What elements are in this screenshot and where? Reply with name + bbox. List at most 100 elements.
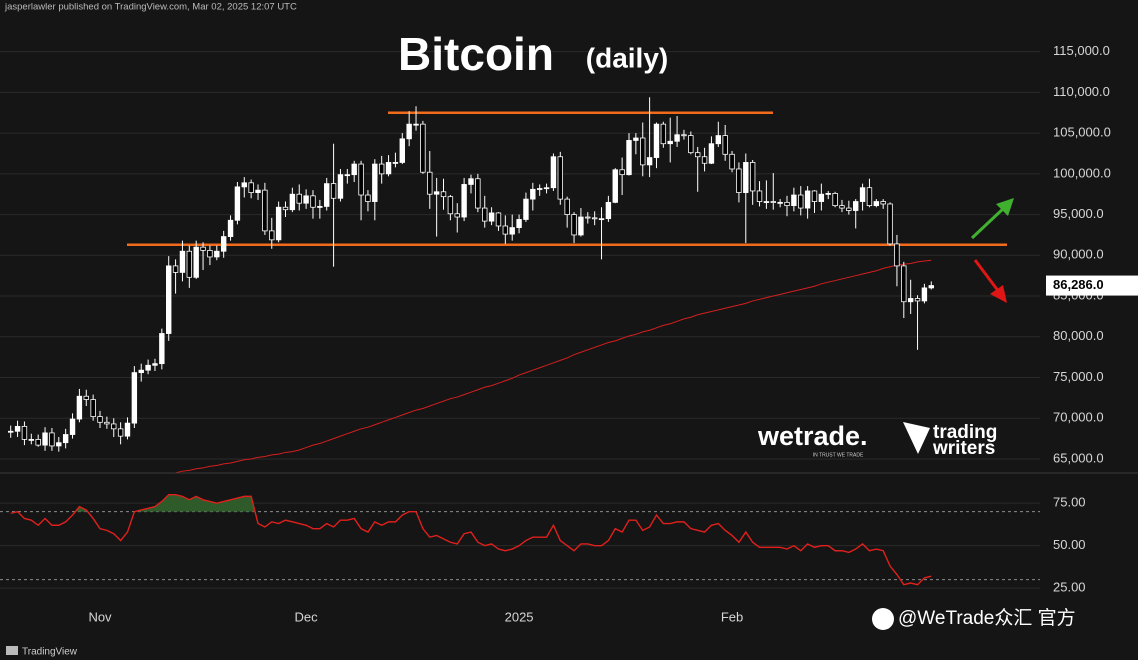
- candle-body: [399, 138, 405, 163]
- candle-body: [248, 182, 254, 193]
- brand-watermark: wetrade.: [757, 421, 868, 451]
- writers-watermark-2: writers: [932, 438, 995, 459]
- candle-body: [667, 140, 673, 145]
- candle-body: [866, 187, 873, 207]
- candle-body: [83, 395, 89, 400]
- candle-body: [227, 219, 234, 237]
- candle-body: [811, 190, 818, 202]
- candle-body: [749, 162, 756, 192]
- candle-body: [591, 217, 598, 220]
- y-tick-label: 75,000.0: [1053, 369, 1104, 384]
- candle-body: [468, 178, 474, 185]
- candle-body: [124, 422, 131, 437]
- candle-body: [509, 227, 515, 235]
- candle-body: [152, 363, 158, 366]
- y-tick-label: 95,000.0: [1053, 206, 1104, 221]
- candle-body: [214, 250, 220, 258]
- candle-body: [269, 230, 275, 241]
- candle-body: [536, 188, 543, 190]
- candle-body: [777, 201, 783, 204]
- candle-body: [90, 399, 96, 418]
- candle-body: [344, 174, 351, 177]
- candle-body: [770, 201, 776, 203]
- candle-body: [296, 193, 302, 204]
- rsi-line: [10, 493, 932, 586]
- candle-body: [523, 198, 529, 220]
- candle-body: [825, 193, 831, 195]
- candle-body: [475, 178, 481, 209]
- candle-body: [179, 250, 186, 273]
- candle-body: [193, 246, 199, 278]
- candle-body: [585, 216, 591, 219]
- candle-body: [406, 123, 412, 140]
- candle-body: [798, 194, 804, 209]
- candle-body: [928, 285, 934, 289]
- candle-body: [921, 287, 928, 302]
- red-arrow: [973, 259, 1007, 303]
- chart-title: Bitcoin: [398, 28, 554, 80]
- candle-body: [138, 369, 144, 374]
- candle-body: [420, 123, 426, 173]
- chart-subtitle: (daily): [586, 42, 668, 73]
- candle-body: [887, 203, 893, 245]
- candle-body: [482, 207, 488, 222]
- x-tick-label: 2025: [505, 609, 534, 624]
- candle-body: [186, 250, 193, 278]
- candle-body: [310, 195, 316, 208]
- candle-body: [166, 265, 172, 334]
- facebook-icon: [872, 608, 894, 630]
- candle-body: [207, 250, 213, 258]
- candle-body: [804, 190, 811, 209]
- candle-body: [461, 184, 467, 218]
- candle-body: [674, 134, 680, 142]
- candle-body: [56, 442, 62, 447]
- y-tick-label: 75.00: [1053, 495, 1086, 510]
- last-price-label: 86,286.0: [1053, 277, 1104, 292]
- candle-body: [736, 168, 742, 193]
- candle-body: [743, 162, 749, 193]
- candle-body: [372, 163, 378, 202]
- candle-body: [42, 432, 48, 446]
- candle-body: [626, 140, 632, 176]
- y-tick-label: 65,000.0: [1053, 450, 1104, 465]
- candle-body: [715, 135, 722, 145]
- candle-body: [69, 418, 76, 435]
- candle-body: [846, 207, 852, 211]
- candle-body: [688, 135, 694, 154]
- candle-body: [413, 123, 419, 126]
- candle-body: [433, 191, 440, 195]
- candle-body: [317, 206, 323, 208]
- candle-body: [14, 425, 21, 432]
- candle-body: [330, 183, 337, 199]
- candle-body: [873, 201, 880, 207]
- green-arrow: [970, 198, 1014, 240]
- candle-body: [605, 201, 612, 220]
- x-tick-label: Feb: [721, 609, 743, 624]
- candle-body: [303, 195, 309, 204]
- moving-average-line: [175, 259, 932, 474]
- candle-body: [880, 201, 886, 205]
- candle-body: [21, 425, 28, 440]
- candle-body: [392, 162, 399, 164]
- candle-body: [708, 143, 715, 164]
- y-tick-label: 80,000.0: [1053, 328, 1104, 343]
- candle-body: [550, 156, 557, 189]
- candle-body: [7, 430, 14, 433]
- y-tick-label: 70,000.0: [1053, 410, 1104, 425]
- candle-body: [543, 187, 550, 190]
- candle-body: [914, 298, 921, 302]
- candle-body: [220, 236, 227, 252]
- social-watermark: @WeTrade众汇 官方: [898, 607, 1076, 629]
- candle-body: [351, 163, 357, 176]
- candle-body: [729, 153, 735, 170]
- y-tick-label: 25.00: [1053, 580, 1086, 595]
- candle-body: [97, 416, 103, 423]
- candle-body: [564, 198, 570, 215]
- candle-body: [234, 186, 241, 221]
- candle-body: [853, 201, 859, 211]
- candle-body: [578, 216, 584, 236]
- writers-watermark-1: trading: [933, 422, 997, 443]
- candle-body: [440, 191, 447, 198]
- candle-body: [282, 206, 289, 211]
